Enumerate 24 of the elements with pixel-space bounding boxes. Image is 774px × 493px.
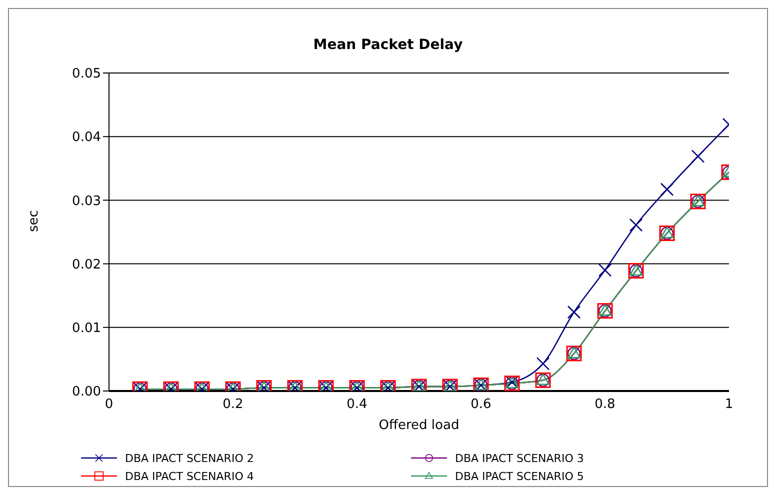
point <box>691 150 705 163</box>
x-tick-label: 0 <box>104 397 114 412</box>
point <box>598 264 612 277</box>
y-axis-title: sec <box>26 210 42 232</box>
y-tick-label: 0.00 <box>72 384 101 400</box>
y-tick-label: 0.05 <box>72 66 101 82</box>
x-tick-label: 0.6 <box>470 397 492 412</box>
x-tick-label: 0.8 <box>594 397 616 412</box>
point <box>660 182 674 196</box>
x-axis-title: Offered load <box>378 418 460 433</box>
legend-label: DBA IPACT SCENARIO 3 <box>455 452 584 464</box>
chart-title: Mean Packet Delay <box>312 37 464 53</box>
x-tick-label: 0.4 <box>346 397 368 412</box>
point <box>629 218 643 232</box>
x-tick-label: 1 <box>724 397 734 412</box>
legend-label: DBA IPACT SCENARIO 5 <box>455 470 584 482</box>
y-tick-label: 0.03 <box>72 194 101 209</box>
x-tick-label: 0.2 <box>222 397 244 412</box>
y-tick-label: 0.01 <box>72 321 101 336</box>
legend-label: DBA IPACT SCENARIO 4 <box>125 470 254 482</box>
point <box>567 305 581 319</box>
y-tick-label: 0.02 <box>72 257 101 272</box>
legend-label: DBA IPACT SCENARIO 2 <box>125 452 254 464</box>
y-tick-label: 0.04 <box>72 130 101 146</box>
